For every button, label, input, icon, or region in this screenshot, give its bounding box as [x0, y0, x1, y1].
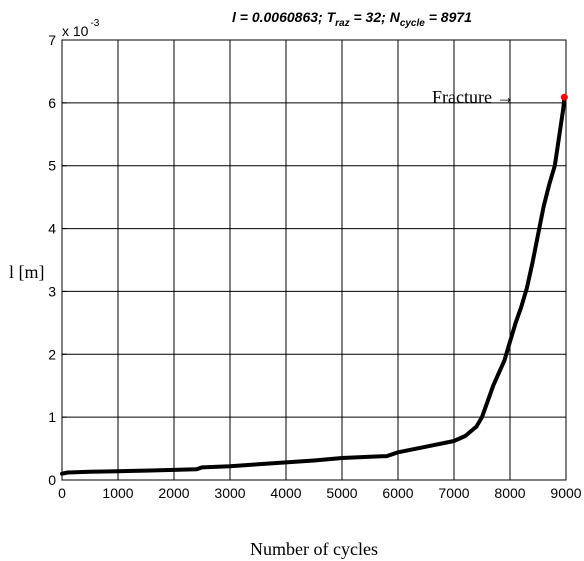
y-axis-title: l [m] — [9, 262, 45, 282]
y-multiplier: x 10 -3 — [62, 18, 100, 39]
series-layer — [60, 93, 568, 476]
title-n-subscript: cycle — [400, 18, 425, 29]
grid — [62, 40, 566, 480]
title-t-value: = 32; — [350, 9, 390, 25]
y-tick-label: 1 — [48, 409, 56, 425]
y-tick-label: 6 — [48, 95, 56, 111]
x-tick-label: 4000 — [270, 485, 301, 501]
x-tick-label: 9000 — [550, 485, 581, 501]
title-l-symbol: l — [232, 9, 237, 25]
title-n-symbol: N — [390, 9, 401, 25]
x-axis-title: Number of cycles — [250, 539, 378, 559]
y-multiplier-exponent: -3 — [90, 18, 99, 29]
y-tick-label: 2 — [48, 346, 56, 362]
fracture-annotation: Fracture → — [432, 87, 514, 107]
chart-title: l = 0.0060863; Traz = 32; Ncycle = 8971 — [232, 9, 472, 29]
y-tick-label: 0 — [48, 472, 56, 488]
title-t-symbol: T — [327, 9, 337, 25]
fracture-marker — [560, 93, 568, 101]
y-tick-label: 7 — [48, 32, 56, 48]
title-n-value: = 8971 — [425, 9, 472, 25]
x-tick-label: 1000 — [102, 485, 133, 501]
y-tick-label: 3 — [48, 283, 56, 299]
axis-ticks: 0 1000 2000 3000 4000 5000 6000 7000 8000 9000 0 1 2… — [48, 32, 582, 501]
x-tick-label: 3000 — [214, 485, 245, 501]
x-tick-label: 2000 — [158, 485, 189, 501]
title-l-value: = 0.0060863; — [236, 9, 327, 25]
x-tick-label: 8000 — [494, 485, 525, 501]
x-tick-label: 6000 — [382, 485, 413, 501]
title-t-subscript: raz — [335, 18, 349, 29]
y-tick-label: 4 — [48, 221, 56, 237]
y-tick-label: 5 — [48, 158, 56, 174]
x-tick-label: 0 — [58, 485, 66, 501]
x-tick-label: 5000 — [326, 485, 357, 501]
x-tick-label: 7000 — [438, 485, 469, 501]
y-multiplier-base: x 10 — [62, 23, 89, 39]
plot-frame — [61, 39, 567, 481]
crack-length-line — [60, 95, 567, 476]
